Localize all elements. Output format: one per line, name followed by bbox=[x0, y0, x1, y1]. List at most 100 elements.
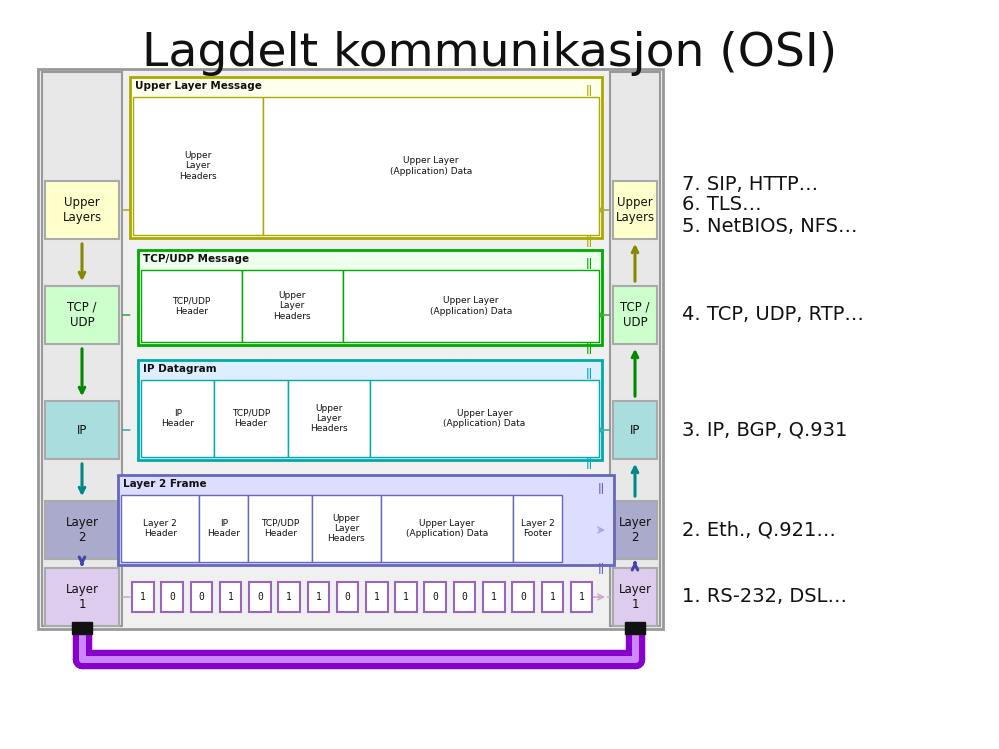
FancyBboxPatch shape bbox=[249, 495, 312, 562]
Text: 1: 1 bbox=[491, 592, 497, 602]
FancyBboxPatch shape bbox=[512, 582, 533, 612]
Text: Upper Layer
(Application) Data: Upper Layer (Application) Data bbox=[430, 297, 511, 315]
FancyBboxPatch shape bbox=[308, 582, 329, 612]
FancyBboxPatch shape bbox=[613, 401, 657, 459]
FancyBboxPatch shape bbox=[45, 286, 119, 344]
FancyBboxPatch shape bbox=[264, 97, 599, 235]
Text: ||: || bbox=[585, 458, 592, 469]
FancyBboxPatch shape bbox=[288, 380, 370, 457]
FancyBboxPatch shape bbox=[42, 72, 122, 626]
Text: IP
Header: IP Header bbox=[161, 409, 194, 428]
Text: ||: || bbox=[597, 483, 604, 494]
Text: 2. Eth., Q.921…: 2. Eth., Q.921… bbox=[682, 521, 836, 539]
Text: 0: 0 bbox=[462, 592, 468, 602]
Text: ||: || bbox=[585, 85, 592, 96]
Text: Upper Layer
(Application) Data: Upper Layer (Application) Data bbox=[444, 409, 525, 428]
Text: 1: 1 bbox=[140, 592, 146, 602]
FancyBboxPatch shape bbox=[161, 582, 183, 612]
FancyBboxPatch shape bbox=[130, 77, 602, 238]
Text: TCP /
UDP: TCP / UDP bbox=[67, 301, 97, 329]
Text: IP Datagram: IP Datagram bbox=[143, 364, 217, 374]
FancyBboxPatch shape bbox=[312, 495, 381, 562]
FancyBboxPatch shape bbox=[337, 582, 359, 612]
Text: 1: 1 bbox=[316, 592, 322, 602]
Text: Layer 2
Header: Layer 2 Header bbox=[143, 519, 177, 539]
Text: TCP/UDP
Header: TCP/UDP Header bbox=[232, 409, 270, 428]
FancyBboxPatch shape bbox=[343, 270, 599, 342]
Text: Upper
Layer
Headers: Upper Layer Headers bbox=[310, 404, 348, 434]
FancyBboxPatch shape bbox=[121, 495, 200, 562]
Text: 3. IP, BGP, Q.931: 3. IP, BGP, Q.931 bbox=[682, 420, 847, 440]
Text: Layer 2
Footer: Layer 2 Footer bbox=[520, 519, 554, 539]
Text: 1: 1 bbox=[404, 592, 409, 602]
Text: ||: || bbox=[597, 563, 604, 574]
FancyBboxPatch shape bbox=[370, 380, 599, 457]
Text: ||: || bbox=[585, 343, 592, 354]
FancyBboxPatch shape bbox=[242, 270, 343, 342]
FancyBboxPatch shape bbox=[625, 622, 645, 634]
Text: Upper
Layers: Upper Layers bbox=[615, 196, 654, 224]
FancyBboxPatch shape bbox=[132, 582, 154, 612]
Text: 1: 1 bbox=[549, 592, 555, 602]
FancyBboxPatch shape bbox=[45, 568, 119, 626]
Text: Upper
Layer
Headers: Upper Layer Headers bbox=[180, 151, 217, 181]
Text: 1. RS-232, DSL…: 1. RS-232, DSL… bbox=[682, 587, 847, 607]
Text: 6. TLS…: 6. TLS… bbox=[682, 195, 761, 214]
Text: Upper
Layer
Headers: Upper Layer Headers bbox=[328, 514, 366, 544]
Text: TCP/UDP Message: TCP/UDP Message bbox=[143, 254, 249, 264]
Text: 1: 1 bbox=[228, 592, 234, 602]
Text: TCP/UDP
Header: TCP/UDP Header bbox=[261, 519, 300, 539]
Text: Layer
1: Layer 1 bbox=[618, 583, 651, 611]
FancyBboxPatch shape bbox=[366, 582, 388, 612]
FancyBboxPatch shape bbox=[141, 270, 242, 342]
FancyBboxPatch shape bbox=[118, 475, 614, 565]
FancyBboxPatch shape bbox=[200, 495, 249, 562]
Text: The TCP/IP Guide: The TCP/IP Guide bbox=[247, 359, 486, 386]
FancyBboxPatch shape bbox=[613, 286, 657, 344]
FancyBboxPatch shape bbox=[454, 582, 476, 612]
FancyBboxPatch shape bbox=[610, 72, 660, 626]
Text: Upper
Layer
Headers: Upper Layer Headers bbox=[274, 291, 311, 321]
Text: 0: 0 bbox=[257, 592, 263, 602]
Text: Layer 2 Frame: Layer 2 Frame bbox=[123, 479, 207, 489]
Text: IP: IP bbox=[77, 423, 87, 437]
Text: 0: 0 bbox=[199, 592, 204, 602]
Text: Layer
1: Layer 1 bbox=[66, 583, 99, 611]
FancyBboxPatch shape bbox=[541, 582, 563, 612]
Text: ||: || bbox=[585, 236, 592, 247]
FancyBboxPatch shape bbox=[381, 495, 513, 562]
FancyBboxPatch shape bbox=[220, 582, 242, 612]
FancyBboxPatch shape bbox=[249, 582, 271, 612]
Text: TCP /
UDP: TCP / UDP bbox=[620, 301, 649, 329]
Text: 0: 0 bbox=[433, 592, 439, 602]
Text: Upper Layer
(Application) Data: Upper Layer (Application) Data bbox=[406, 519, 488, 539]
Text: 4. TCP, UDP, RTP…: 4. TCP, UDP, RTP… bbox=[682, 306, 864, 324]
FancyBboxPatch shape bbox=[45, 501, 119, 559]
Text: TCP/UDP
Header: TCP/UDP Header bbox=[172, 297, 211, 315]
FancyBboxPatch shape bbox=[513, 495, 562, 562]
Text: 1: 1 bbox=[286, 592, 292, 602]
FancyBboxPatch shape bbox=[133, 97, 264, 235]
FancyBboxPatch shape bbox=[613, 181, 657, 239]
FancyBboxPatch shape bbox=[138, 360, 602, 460]
FancyBboxPatch shape bbox=[483, 582, 504, 612]
FancyBboxPatch shape bbox=[38, 69, 663, 629]
Text: 5. NetBIOS, NFS…: 5. NetBIOS, NFS… bbox=[682, 217, 857, 237]
Text: 1: 1 bbox=[578, 592, 584, 602]
Text: 7. SIP, HTTP…: 7. SIP, HTTP… bbox=[682, 175, 818, 193]
Text: 0: 0 bbox=[345, 592, 351, 602]
Text: ||: || bbox=[585, 258, 592, 269]
FancyBboxPatch shape bbox=[45, 181, 119, 239]
FancyBboxPatch shape bbox=[214, 380, 288, 457]
FancyBboxPatch shape bbox=[570, 582, 592, 612]
Text: Upper Layer
(Application) Data: Upper Layer (Application) Data bbox=[391, 157, 473, 176]
Text: Upper Layer Message: Upper Layer Message bbox=[135, 81, 262, 91]
FancyBboxPatch shape bbox=[45, 401, 119, 459]
Text: Lagdelt kommunikasjon (OSI): Lagdelt kommunikasjon (OSI) bbox=[143, 31, 837, 76]
FancyBboxPatch shape bbox=[425, 582, 447, 612]
FancyBboxPatch shape bbox=[141, 380, 214, 457]
Text: Layer
2: Layer 2 bbox=[618, 516, 651, 544]
FancyBboxPatch shape bbox=[279, 582, 300, 612]
FancyBboxPatch shape bbox=[613, 501, 657, 559]
Text: IP
Header: IP Header bbox=[208, 519, 241, 539]
